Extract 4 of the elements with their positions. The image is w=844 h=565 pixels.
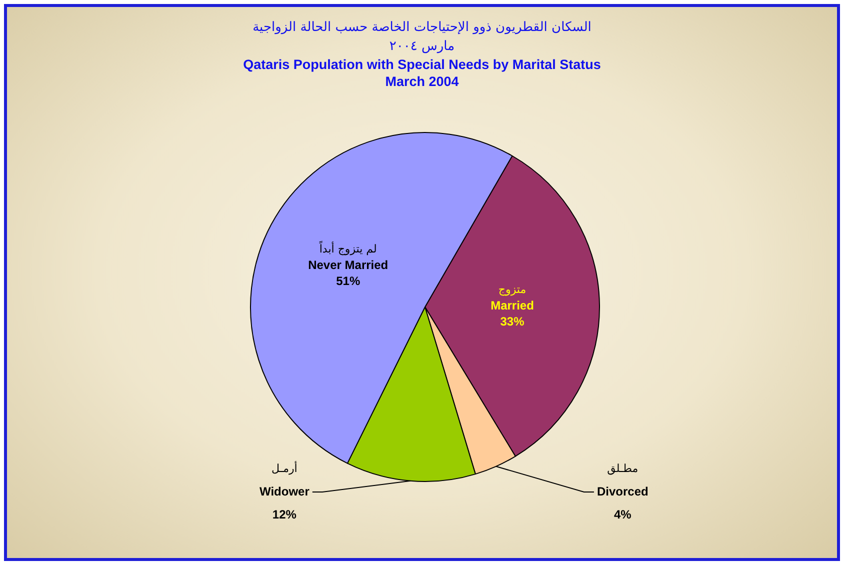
data-label: 4% (614, 507, 632, 522)
data-label: 51% (336, 274, 360, 288)
data-label: 12% (272, 507, 297, 522)
data-label: 33% (500, 314, 525, 328)
